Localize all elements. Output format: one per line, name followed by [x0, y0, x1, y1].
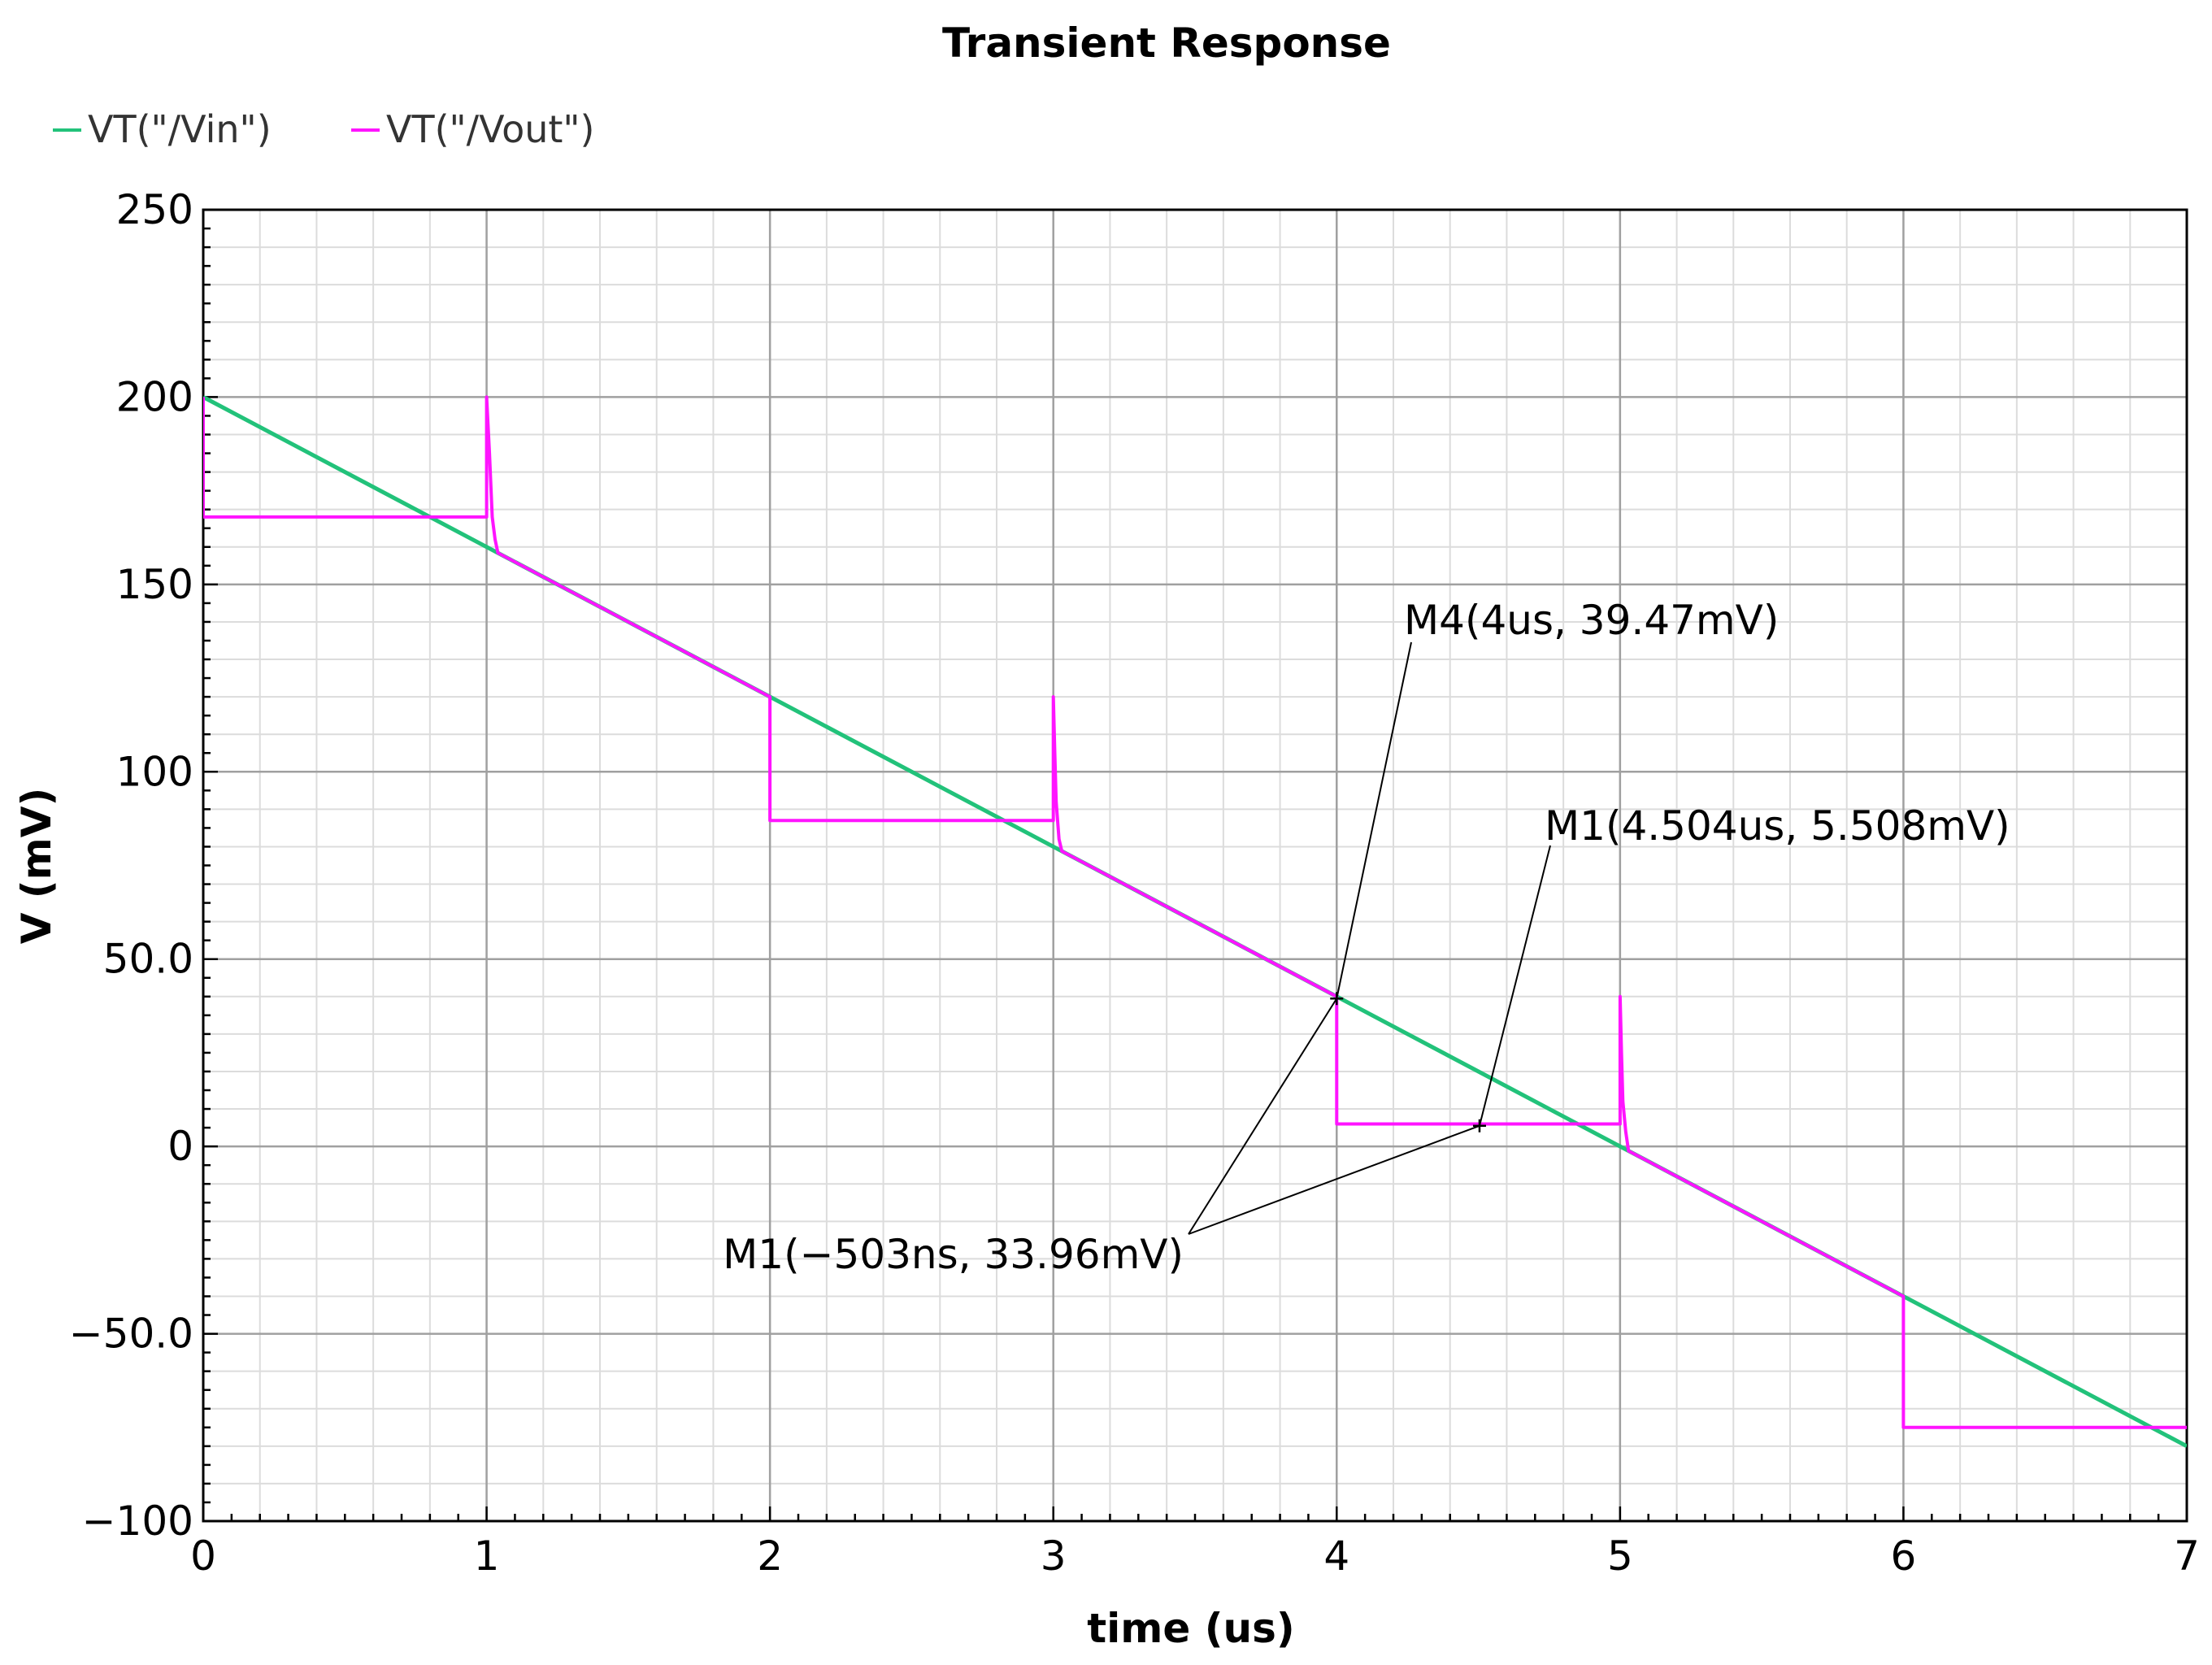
y-tick-label: 50.0 [103, 936, 193, 983]
x-tick-label: 6 [1891, 1532, 1917, 1580]
x-axis-label: time (us) [1087, 1605, 1295, 1652]
legend-vout-label: VT("/Vout") [386, 107, 595, 151]
y-tick-label: 100 [116, 748, 193, 795]
legend-vin-label: VT("/Vin") [88, 107, 272, 151]
y-tick-label: −100 [82, 1498, 193, 1545]
major-grid [202, 208, 2188, 1523]
axis-ticks [202, 208, 2188, 1523]
y-tick-label: 150 [116, 561, 193, 608]
marker-leader-line [1478, 845, 1551, 1127]
marker-label: M1(4.504us, 5.508mV) [1545, 802, 2010, 850]
y-tick-label: −50.0 [69, 1311, 193, 1358]
x-tick-label: 3 [1041, 1532, 1067, 1580]
minor-grid [202, 209, 2188, 1522]
x-tick-label: 4 [1323, 1532, 1349, 1580]
x-tick-label: 2 [757, 1532, 783, 1580]
y-tick-label: 200 [116, 373, 193, 420]
marker-label: M4(4us, 39.47mV) [1404, 597, 1779, 644]
series-layer [203, 395, 2187, 1449]
delta-marker-leader-line [1188, 998, 1338, 1235]
plot-frame [202, 208, 2188, 1523]
y-tick-label: 250 [116, 186, 193, 233]
series-vout-line [203, 395, 2187, 1429]
x-tick-label: 5 [1607, 1532, 1633, 1580]
marker-label: M1(−503ns, 33.96mV) [723, 1231, 1184, 1278]
delta-marker-leader-line [1188, 1124, 1480, 1235]
marker-leader-line [1336, 641, 1412, 999]
tick-labels: 0 1 2 3 4 5 6 7 −100 −50.0 0 50.0 100 150 200 250 [69, 186, 2200, 1580]
legend: VT("/Vin") VT("/Vout") [53, 107, 595, 151]
y-tick-label: 0 [167, 1123, 193, 1170]
x-tick-label: 0 [190, 1532, 216, 1580]
marker-layer: M4(4us, 39.47mV) M1(4.504us, 5.508mV) M1(−… [723, 597, 2010, 1278]
y-axis-label: V (mV) [13, 788, 60, 945]
x-tick-label: 7 [2174, 1532, 2200, 1580]
x-tick-label: 1 [474, 1532, 500, 1580]
chart-title: Transient Response [942, 20, 1391, 67]
